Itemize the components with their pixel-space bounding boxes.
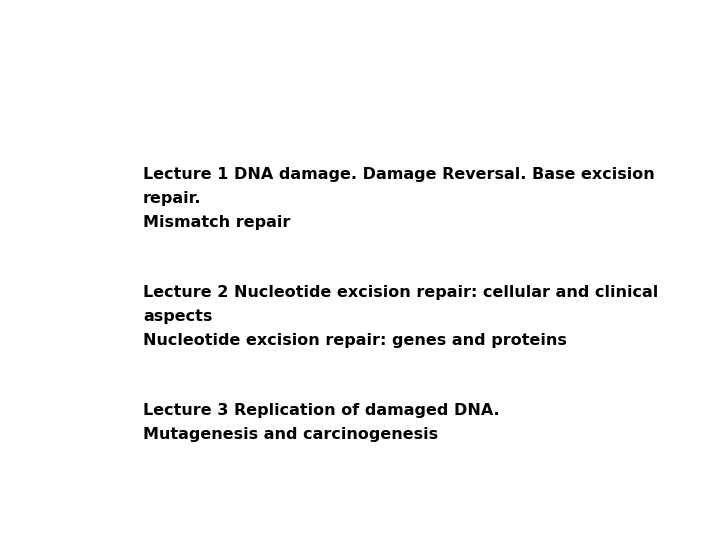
Text: repair.: repair.: [143, 191, 202, 206]
Text: Mutagenesis and carcinogenesis: Mutagenesis and carcinogenesis: [143, 427, 438, 442]
Text: Mismatch repair: Mismatch repair: [143, 215, 290, 230]
Text: Lecture 2 Nucleotide excision repair: cellular and clinical: Lecture 2 Nucleotide excision repair: ce…: [143, 285, 658, 300]
Text: Nucleotide excision repair: genes and proteins: Nucleotide excision repair: genes and pr…: [143, 333, 567, 348]
Text: Lecture 3 Replication of damaged DNA.: Lecture 3 Replication of damaged DNA.: [143, 403, 500, 418]
Text: aspects: aspects: [143, 309, 212, 324]
Text: Lecture 1 DNA damage. Damage Reversal. Base excision: Lecture 1 DNA damage. Damage Reversal. B…: [143, 167, 654, 181]
